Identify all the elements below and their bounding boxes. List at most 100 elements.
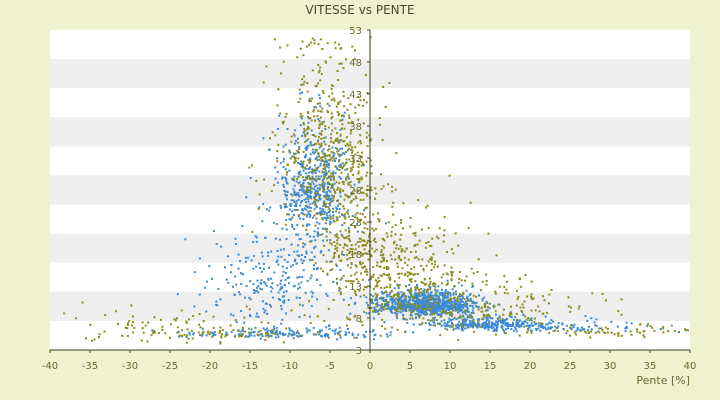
data-point <box>421 312 424 314</box>
data-point <box>337 153 340 156</box>
data-point <box>319 164 322 167</box>
data-point <box>449 294 452 297</box>
data-point <box>332 173 335 176</box>
data-point <box>273 184 276 187</box>
data-point <box>385 333 388 336</box>
data-point <box>386 235 389 238</box>
data-point <box>430 256 433 259</box>
data-point <box>430 307 433 310</box>
data-point <box>262 267 265 270</box>
data-point <box>371 298 374 301</box>
data-point <box>483 296 486 299</box>
data-point <box>431 283 434 286</box>
data-point <box>285 312 287 315</box>
data-point <box>303 191 306 194</box>
data-point <box>457 338 460 341</box>
data-point <box>437 285 440 288</box>
data-point <box>327 181 330 184</box>
data-point <box>325 230 328 233</box>
data-point <box>400 311 403 314</box>
data-point <box>401 304 404 307</box>
data-point <box>429 313 432 316</box>
data-point <box>270 290 273 293</box>
data-point <box>313 192 316 195</box>
data-point <box>381 254 384 257</box>
data-point <box>306 45 308 48</box>
data-point <box>282 160 285 163</box>
data-point <box>366 145 369 148</box>
data-point <box>262 203 265 206</box>
data-point <box>279 282 282 285</box>
data-point <box>323 175 326 178</box>
data-point <box>470 314 473 317</box>
data-point <box>235 321 238 324</box>
data-point <box>446 323 449 326</box>
data-point <box>530 319 533 322</box>
data-point <box>352 192 355 195</box>
data-point <box>286 194 288 197</box>
data-point <box>514 316 517 319</box>
data-point <box>305 201 308 204</box>
data-point <box>362 221 365 224</box>
data-point <box>314 190 317 192</box>
data-point <box>400 308 402 310</box>
data-point <box>466 323 469 326</box>
data-point <box>545 323 548 326</box>
data-point <box>382 238 385 241</box>
data-point <box>444 294 447 297</box>
data-point <box>380 173 382 176</box>
data-point <box>324 203 327 206</box>
data-point <box>429 277 431 280</box>
data-point <box>308 167 311 170</box>
data-points <box>63 36 689 345</box>
data-point <box>340 213 343 216</box>
data-point <box>465 275 468 278</box>
data-point <box>343 236 346 239</box>
data-point <box>259 287 262 290</box>
data-point <box>362 198 365 201</box>
data-point <box>244 335 247 338</box>
data-point <box>339 334 341 337</box>
data-point <box>161 325 164 328</box>
data-point <box>408 290 411 293</box>
data-point <box>639 331 642 334</box>
data-point <box>115 310 118 313</box>
data-point <box>471 305 474 307</box>
data-point <box>252 283 255 286</box>
data-point <box>333 330 336 333</box>
data-point <box>496 323 499 325</box>
data-point <box>414 250 417 253</box>
data-point <box>255 286 258 289</box>
data-point <box>495 328 498 330</box>
data-point <box>336 137 339 140</box>
data-point <box>367 306 370 309</box>
data-point <box>418 239 421 242</box>
data-point <box>412 309 414 312</box>
data-point <box>296 224 299 226</box>
data-point <box>338 164 341 167</box>
data-point <box>331 243 333 246</box>
data-point <box>387 221 390 224</box>
data-point <box>298 276 301 279</box>
data-point <box>157 332 160 334</box>
data-point <box>265 284 268 287</box>
data-point <box>541 322 544 325</box>
data-point <box>323 216 326 219</box>
data-point <box>281 265 284 268</box>
data-point <box>659 328 662 330</box>
data-point <box>133 326 136 329</box>
data-point <box>326 177 329 180</box>
data-point <box>379 274 382 277</box>
data-point <box>440 302 443 305</box>
data-point <box>299 237 302 240</box>
data-point <box>378 117 381 120</box>
data-point <box>433 302 435 305</box>
data-point <box>348 158 351 161</box>
data-point <box>431 310 434 312</box>
data-point <box>454 309 457 312</box>
data-point <box>424 313 427 316</box>
data-point <box>524 315 527 318</box>
data-point <box>501 318 504 321</box>
data-point <box>314 202 317 205</box>
data-point <box>243 321 246 324</box>
